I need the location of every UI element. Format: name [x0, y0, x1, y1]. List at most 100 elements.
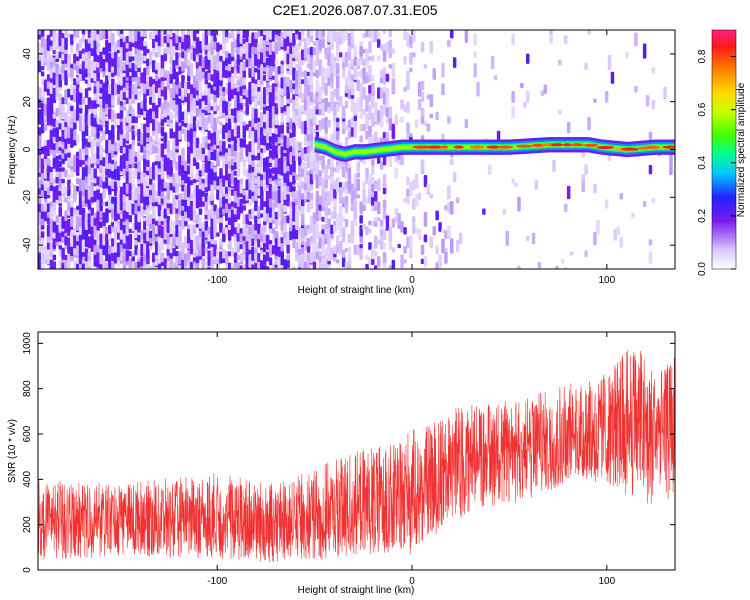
spectrogram-cell: [140, 30, 144, 37]
spectrogram-cell: [149, 96, 153, 105]
spectrogram-cell: [40, 158, 45, 174]
spectrogram-cell: [336, 214, 340, 225]
spectrogram-cell: [87, 185, 92, 200]
spectrogram-cell: [324, 252, 328, 263]
spectrogram-cell: [295, 84, 299, 95]
spectrogram-cell: [227, 53, 232, 64]
spectrogram-cell: [49, 172, 54, 183]
spectrogram-cell: [207, 160, 211, 171]
spectrogram-cell: [219, 107, 223, 117]
spectrogram-cell: [140, 122, 144, 133]
spectrogram-cell: [318, 250, 322, 257]
spectrogram-cell: [87, 251, 92, 257]
spectrogram-cell: [38, 155, 42, 169]
spectrogram-cell: [222, 155, 226, 169]
spectrogram-cell: [140, 244, 144, 249]
spectrogram-cell: [140, 189, 144, 204]
spectrogram-cell: [324, 192, 328, 201]
spectrogram-cell: [260, 37, 264, 49]
spectrogram-cell: [64, 258, 68, 269]
spectrogram-cell: [324, 97, 328, 112]
spectrogram-cell: [49, 204, 54, 220]
spectrogram-cell: [116, 242, 121, 258]
spectrogram-cell: [169, 30, 173, 38]
spectrogram-cell: [163, 86, 168, 100]
spectrogram-ytick-label: 40: [22, 48, 33, 60]
spectrogram-cell: [368, 104, 372, 120]
spectrogram-cell: [362, 159, 366, 165]
spectrogram-cell: [128, 87, 133, 99]
spectrogram-cell: [178, 130, 182, 140]
spectrogram-cell: [429, 194, 434, 199]
spectrogram-cell: [385, 215, 390, 231]
signal-track-band: [398, 145, 401, 150]
spectrogram-cell: [324, 174, 328, 180]
spectrogram-cell: [198, 109, 203, 116]
spectrogram-cell: [111, 33, 115, 47]
spectrogram-cell: [96, 149, 100, 159]
spectrogram-cell: [236, 75, 241, 81]
spectrogram-cell: [210, 162, 214, 169]
spectrogram-cell: [286, 137, 290, 149]
spectrogram-cell: [84, 145, 89, 156]
spectrogram-cell: [473, 33, 477, 46]
spectrogram-cell: [371, 194, 375, 206]
spectrogram-cell: [245, 89, 249, 97]
spectrogram-cell: [394, 168, 398, 179]
spectrogram-cell: [368, 30, 372, 38]
spectrogram-cell: [391, 123, 396, 139]
spectrogram-cell: [382, 229, 387, 241]
spectrogram-cell: [306, 155, 311, 169]
spectrogram-cell: [58, 217, 62, 229]
spectrogram-cell: [295, 63, 299, 69]
spectrogram-cell: [283, 76, 287, 87]
signal-track-band: [353, 150, 356, 154]
colorbar-tick-label: 0.8: [697, 49, 708, 63]
spectrogram-cell: [344, 137, 349, 141]
spectrogram-cell: [78, 226, 83, 235]
spectrogram-cell: [207, 235, 211, 242]
spectrogram-cell: [154, 52, 159, 58]
spectrogram-cell: [137, 193, 141, 207]
spectrogram-cell: [350, 81, 355, 90]
spectrogram-cell: [76, 258, 80, 264]
spectrogram-cell: [213, 224, 217, 237]
spectrogram-cell: [187, 93, 191, 101]
spectrogram-cell: [394, 114, 398, 126]
spectrogram-cell: [298, 152, 302, 157]
spectrogram-cell: [149, 136, 153, 142]
signal-track-band: [343, 152, 347, 157]
spectrogram-cell: [76, 157, 80, 167]
spectrogram-cell: [341, 255, 346, 268]
spectrogram-cell: [134, 187, 138, 198]
spectrogram-cell: [219, 139, 223, 146]
spectrogram-cell: [306, 203, 311, 213]
spectrogram-cell: [204, 174, 209, 188]
spectrogram-cell: [315, 173, 320, 189]
spectrogram-cell: [286, 109, 290, 123]
spectrogram-cell: [447, 116, 451, 124]
spectrogram-cell: [46, 224, 51, 237]
spectrogram-cell: [102, 112, 106, 128]
spectrogram-cell: [157, 30, 162, 39]
spectrogram-cell: [134, 94, 138, 100]
signal-peak: [621, 147, 639, 151]
spectrogram-cell: [70, 231, 74, 238]
spectrogram-cell: [122, 62, 127, 71]
spectrogram-cell: [189, 163, 194, 176]
spectrogram-cell: [76, 205, 80, 210]
snr-ytick-label: 200: [22, 516, 33, 533]
spectrogram-cell: [160, 252, 165, 263]
spectrogram-cell: [225, 35, 229, 44]
spectrogram-cell: [552, 159, 556, 172]
spectrogram-cell: [219, 59, 223, 74]
spectrogram-cell: [365, 48, 369, 62]
spectrogram-cell: [99, 250, 103, 265]
spectrogram-cell: [55, 224, 59, 237]
spectrogram-cell: [64, 90, 68, 96]
spectrogram-cell: [289, 132, 293, 139]
spectrogram-cell: [233, 262, 238, 269]
spectrogram-cell: [128, 251, 133, 257]
signal-peak: [440, 145, 449, 149]
spectrogram-cell: [230, 201, 235, 207]
